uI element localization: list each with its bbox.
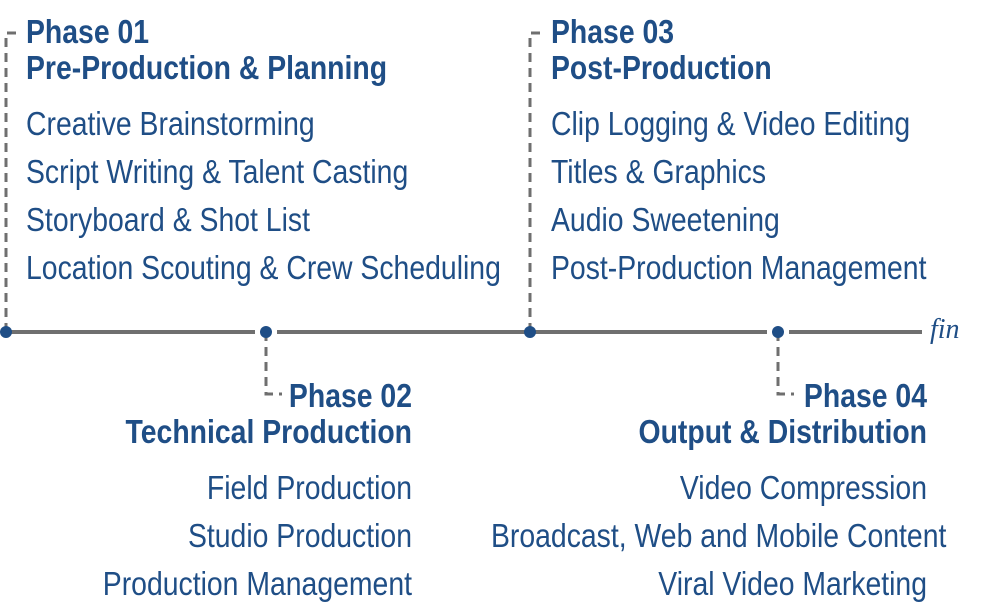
phase-title: Output & Distribution [638,413,927,450]
phase-title: Technical Production [125,413,413,450]
phase-04-connector [776,332,794,396]
phase-task: Storyboard & Shot List [26,201,310,238]
phase-01-block: Phase 01 Pre-Production & Planning Creat… [26,13,501,292]
phase-03-connector [528,31,546,332]
phase-task-list: Field Production Studio Production Produ… [20,464,412,608]
phase-number: Phase 03 [551,13,675,50]
phase-task: Audio Sweetening [551,201,780,238]
phase-task-list: Video Compression Broadcast, Web and Mob… [420,464,947,608]
phase-number: Phase 01 [26,13,150,50]
phase-01-connector [4,31,22,332]
timeline-end-label: fin [930,314,960,345]
phase-task: Creative Brainstorming [26,105,315,142]
phase-02-marker [260,326,272,338]
phase-task: Clip Logging & Video Editing [551,105,911,142]
phase-number: Phase 02 [288,377,412,414]
phase-task: Viral Video Marketing [658,565,927,602]
phase-02-block: Phase 02 Technical Production Field Prod… [20,378,412,608]
phase-03-marker [524,326,536,338]
phase-02-connector [264,332,282,396]
phase-title: Pre-Production & Planning [26,49,388,86]
phase-04-block: Phase 04 Output & Distribution Video Com… [420,377,947,608]
phase-03-block: Phase 03 Post-Production Clip Logging & … [551,14,971,292]
phase-title: Post-Production [551,49,772,86]
phase-task: Post-Production Management [551,249,927,286]
phase-task: Broadcast, Web and Mobile Content [490,517,947,554]
phase-04-marker [772,326,784,338]
phase-task: Titles & Graphics [551,153,767,190]
phase-task: Video Compression [679,469,927,506]
phase-task: Location Scouting & Crew Scheduling [26,249,501,286]
phase-01-marker [0,326,12,338]
phase-task: Field Production [206,469,412,506]
phase-number: Phase 04 [803,377,927,414]
phase-task-list: Creative Brainstorming Script Writing & … [26,100,501,292]
phase-task: Production Management [102,565,413,602]
phase-task: Studio Production [187,517,412,554]
phase-task: Script Writing & Talent Casting [26,153,409,190]
phase-task-list: Clip Logging & Video Editing Titles & Gr… [551,100,971,292]
